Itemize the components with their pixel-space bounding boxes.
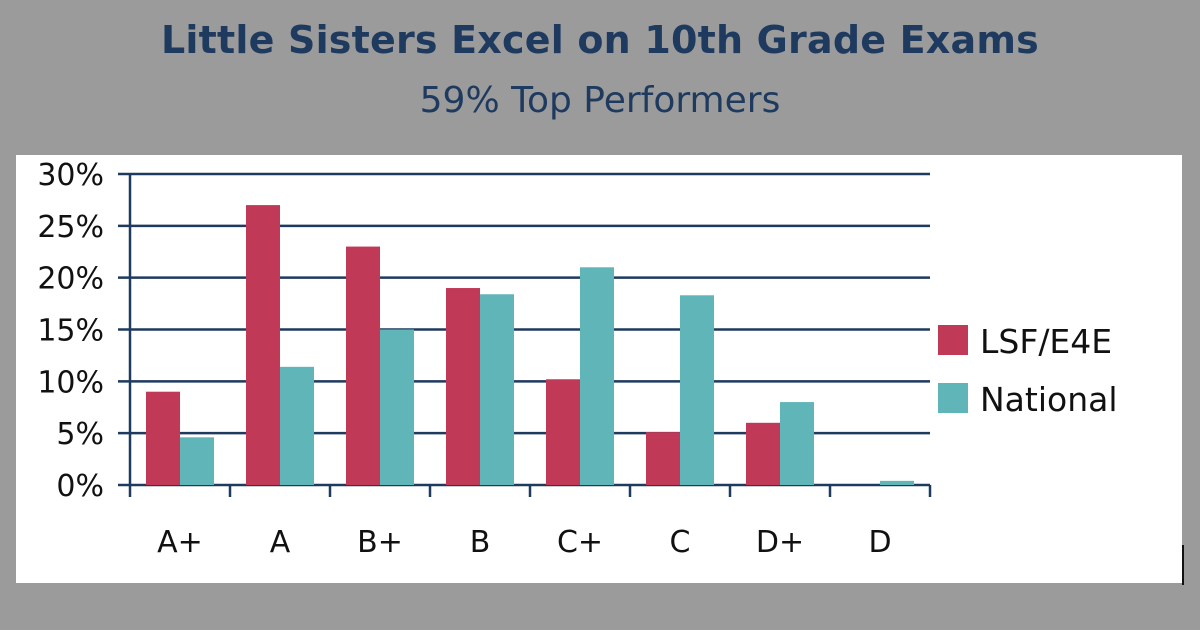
panel-edge-line <box>1182 545 1184 585</box>
bar-national <box>380 329 414 485</box>
x-tick-label: C+ <box>557 525 603 560</box>
x-tick-label: B <box>470 525 491 560</box>
legend-swatch <box>938 325 968 355</box>
y-tick-label: 10% <box>37 365 104 400</box>
x-tick-label: D+ <box>756 525 804 560</box>
bar-lsf-e4e <box>646 432 680 485</box>
y-tick-label: 20% <box>37 262 104 297</box>
x-tick-label: A+ <box>157 525 203 560</box>
bar-lsf-e4e <box>346 246 380 485</box>
bar-lsf-e4e <box>146 391 180 485</box>
y-tick-label: 25% <box>37 210 104 245</box>
bar-lsf-e4e <box>546 379 580 485</box>
y-tick-label: 30% <box>37 158 104 193</box>
x-tick-label: D <box>868 525 891 560</box>
x-tick-label: B+ <box>357 525 403 560</box>
y-tick-label: 5% <box>56 417 104 452</box>
y-tick-label: 15% <box>37 314 104 349</box>
bar-lsf-e4e <box>446 288 480 485</box>
legend-label: LSF/E4E <box>980 322 1112 361</box>
bar-national <box>280 366 314 485</box>
x-tick-label: C <box>670 525 691 560</box>
x-tick-label: A <box>270 525 291 560</box>
legend-swatch <box>938 383 968 413</box>
chart-title: Little Sisters Excel on 10th Grade Exams <box>161 18 1039 62</box>
legend-label: National <box>980 380 1118 419</box>
bar-lsf-e4e <box>746 422 780 485</box>
bar-national <box>480 294 514 485</box>
chart-subtitle: 59% Top Performers <box>419 80 781 121</box>
bar-national <box>880 480 914 485</box>
bar-national <box>180 437 214 485</box>
y-tick-label: 0% <box>56 469 104 504</box>
bar-national <box>780 402 814 485</box>
bar-lsf-e4e <box>246 205 280 485</box>
bar-national <box>680 295 714 485</box>
bar-national <box>580 267 614 485</box>
